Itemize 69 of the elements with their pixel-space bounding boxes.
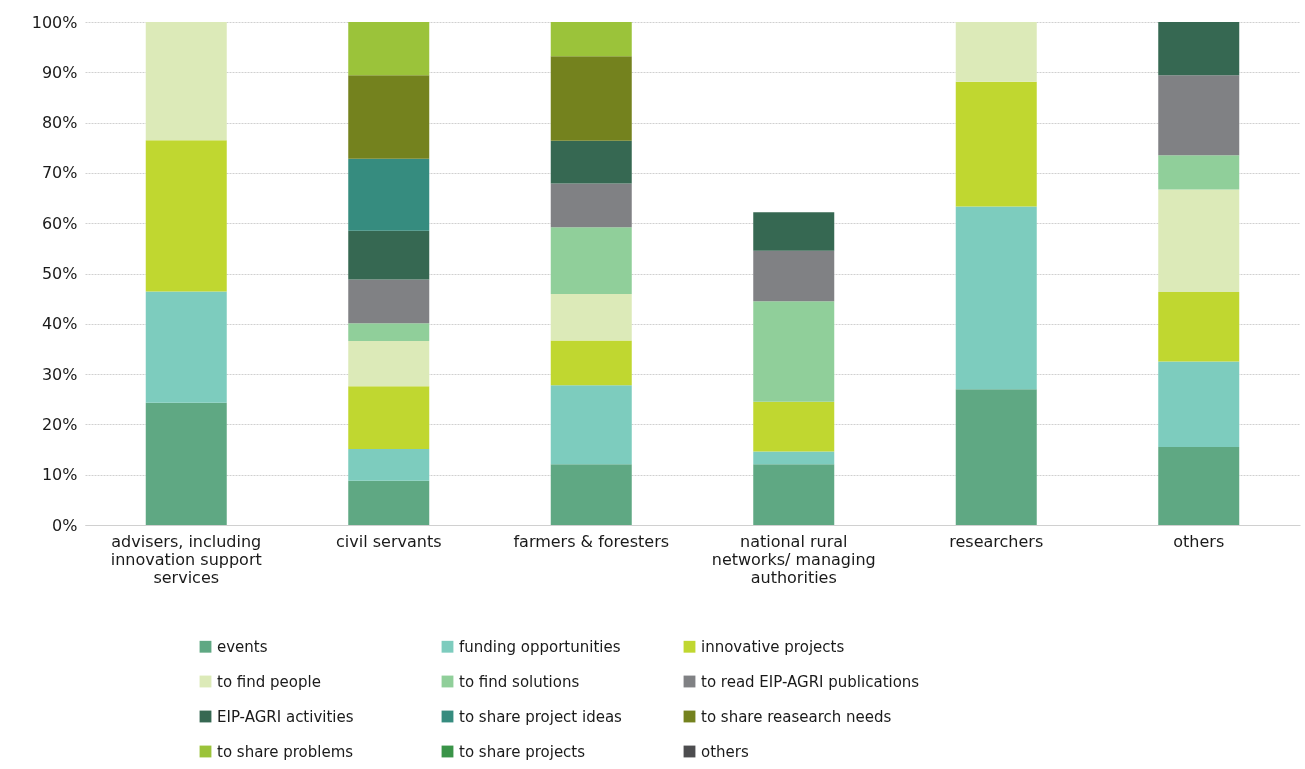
bar <box>955 206 1037 390</box>
y-tick-label: 40% <box>41 314 78 334</box>
bar <box>348 386 430 450</box>
bar <box>753 212 835 251</box>
bar <box>955 389 1037 525</box>
bar <box>550 294 632 341</box>
x-tick-label: farmers & foresters <box>513 531 670 551</box>
bar <box>348 323 430 341</box>
bar <box>348 449 430 481</box>
bar <box>550 22 632 57</box>
x-tick-label: others <box>1173 531 1225 551</box>
bar <box>753 464 835 525</box>
y-tick-label: 100% <box>31 12 78 32</box>
legend-label: others <box>701 742 749 761</box>
y-tick-label: 90% <box>41 62 78 82</box>
y-tick-label: 30% <box>41 364 78 384</box>
legend-label: innovative projects <box>701 637 845 656</box>
bar <box>145 291 227 403</box>
legend-label: to find people <box>217 672 321 691</box>
legend-label: EIP-AGRI activities <box>217 707 354 726</box>
x-tick-label: researchers <box>949 531 1044 551</box>
bar <box>550 227 632 295</box>
bar <box>955 81 1037 207</box>
bar <box>145 22 227 141</box>
bar <box>348 480 430 525</box>
bar <box>1158 22 1240 76</box>
y-tick-label: 0% <box>52 515 78 535</box>
legend-label: to share projects <box>459 742 586 761</box>
legend-label: to read EIP-AGRI publications <box>701 672 920 691</box>
y-tick-label: 20% <box>41 414 78 434</box>
y-tick-label: 70% <box>41 163 78 183</box>
x-tick-label: civil servants <box>336 531 442 551</box>
y-tick-label: 10% <box>41 465 78 485</box>
bar <box>145 402 227 525</box>
x-tick-label: advisers, including innovation support services <box>110 531 262 587</box>
y-tick-label: 80% <box>41 113 78 133</box>
bar <box>550 140 632 184</box>
bar <box>145 140 227 292</box>
bar <box>955 22 1037 82</box>
legend-label: to find solutions <box>459 672 580 691</box>
bar <box>348 158 430 231</box>
bar <box>550 385 632 465</box>
legend-label: to share problems <box>217 742 354 761</box>
bar <box>1158 292 1240 362</box>
bar <box>348 75 430 159</box>
y-tick-label: 60% <box>41 213 78 233</box>
bar <box>753 250 835 302</box>
bar <box>753 451 835 465</box>
bar <box>1158 75 1240 156</box>
bar <box>753 401 835 452</box>
bar <box>753 301 835 402</box>
bar <box>348 340 430 387</box>
x-tick-label: national rural networks/ managing authorities <box>711 531 876 587</box>
legend-label: events <box>217 637 268 656</box>
bar <box>550 56 632 141</box>
bar <box>550 340 632 386</box>
bar <box>348 279 430 324</box>
bar <box>550 183 632 228</box>
legend-label: to share project ideas <box>459 707 623 726</box>
legend-label: to share reasearch needs <box>701 707 892 726</box>
legend-label: funding opportunities <box>459 637 621 656</box>
bar <box>348 22 430 76</box>
bar <box>550 464 632 525</box>
bar <box>1158 447 1240 525</box>
bar <box>348 230 430 280</box>
bar <box>1158 361 1240 448</box>
bar <box>1158 155 1240 190</box>
bar <box>1158 189 1240 293</box>
y-tick-label: 50% <box>41 264 78 283</box>
